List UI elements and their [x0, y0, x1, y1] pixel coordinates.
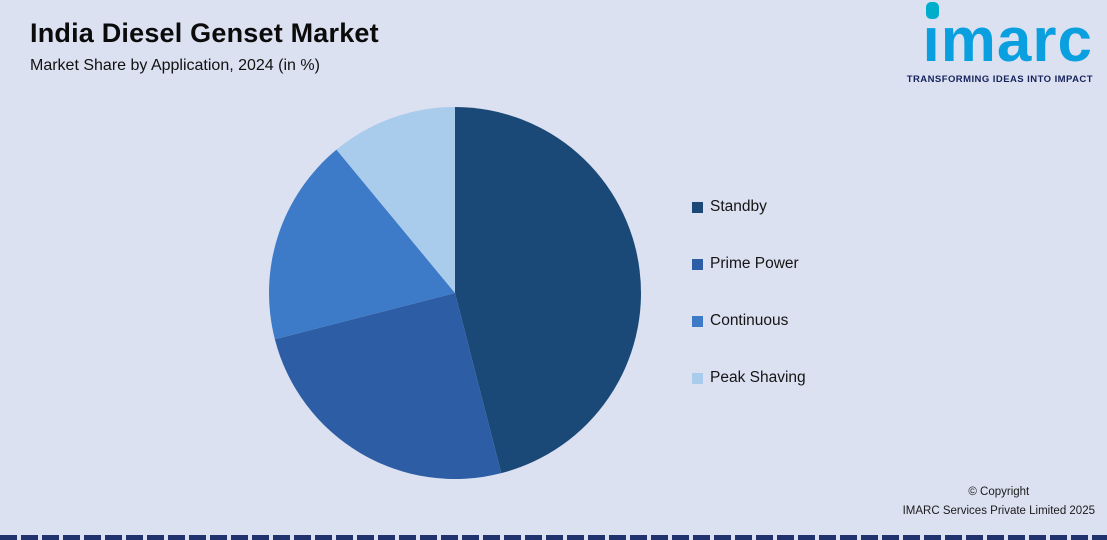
imarc-logo-tagline: TRANSFORMING IDEAS INTO IMPACT	[906, 74, 1093, 85]
copyright-line2: IMARC Services Private Limited 2025	[902, 505, 1095, 518]
imarc-logo-text: ımarc	[922, 6, 1093, 75]
legend: Standby Prime Power Continuous Peak Shav…	[692, 196, 806, 424]
pie-slice-peak-shaving	[336, 107, 455, 293]
imarc-logo-dot-icon	[925, 2, 939, 19]
legend-label: Peak Shaving	[710, 369, 806, 386]
legend-label: Continuous	[710, 312, 789, 329]
pie-slice-standby	[455, 107, 641, 474]
imarc-logo-wordmark: ımarc	[923, 2, 1093, 72]
legend-item-prime-power: Prime Power	[692, 253, 806, 275]
chart-title: India Diesel Genset Market	[30, 18, 379, 48]
bottom-dashed-divider	[0, 535, 1107, 540]
legend-item-peak-shaving: Peak Shaving	[692, 367, 806, 389]
legend-label: Prime Power	[710, 255, 799, 272]
copyright-line1: © Copyright	[968, 485, 1030, 498]
legend-marker	[692, 201, 703, 213]
legend-item-standby: Standby	[692, 196, 806, 218]
legend-marker	[692, 315, 703, 327]
copyright-notice: © Copyright IMARC Services Private Limit…	[903, 483, 1095, 522]
imarc-logo: ımarc TRANSFORMING IDEAS INTO IMPACT	[873, 2, 1093, 85]
pie-slice-prime-power	[274, 293, 502, 479]
legend-label: Standby	[710, 198, 767, 215]
pie-chart	[269, 107, 641, 479]
pie-chart-area	[265, 103, 645, 483]
pie-slice-continuous	[269, 149, 455, 340]
header: India Diesel Genset Market Market Share …	[30, 18, 379, 75]
legend-item-continuous: Continuous	[692, 310, 806, 332]
legend-marker	[692, 258, 703, 270]
chart-subtitle: Market Share by Application, 2024 (in %)	[30, 57, 320, 74]
legend-marker	[692, 372, 703, 384]
